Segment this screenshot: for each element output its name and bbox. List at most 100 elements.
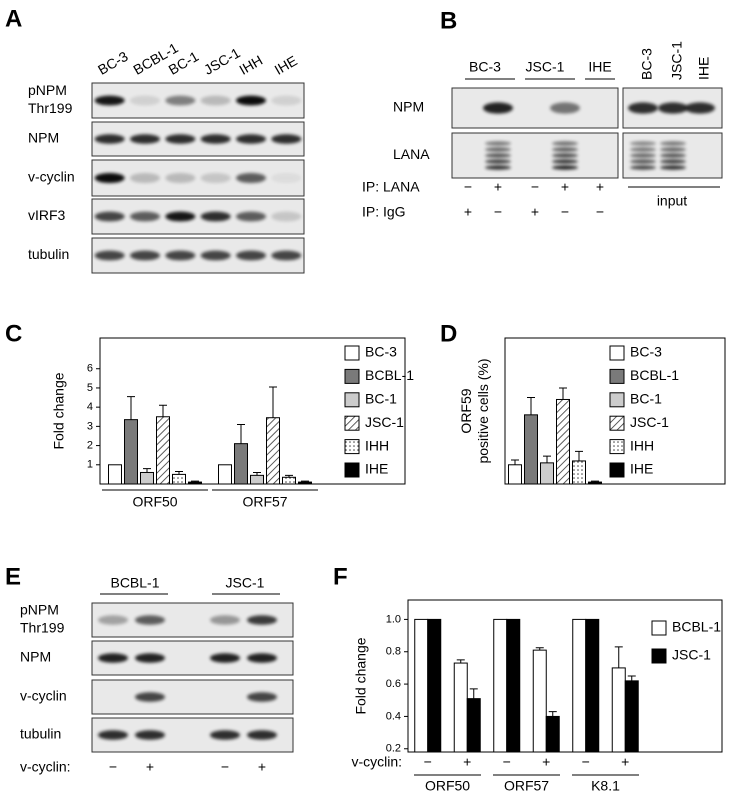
blot-band [236,134,266,144]
error-bar [269,386,277,418]
error-bar [191,480,199,483]
blot-band [271,134,302,144]
blot-band [165,211,196,222]
bar [250,474,264,485]
row-label: tubulin [20,726,61,742]
bar [156,416,170,485]
blot-strip [91,198,305,235]
blot-band [247,615,277,625]
bar [588,481,602,485]
blot-strip [91,121,305,157]
blot-band [660,159,686,164]
sign: − [109,759,117,775]
error-bar [127,396,135,420]
y-axis-label: Fold change [51,372,67,449]
blot-band [130,172,160,184]
legend-swatch [609,415,625,431]
blot-band [200,172,231,184]
legend-label: BC-3 [365,344,397,360]
sign: + [531,204,539,220]
row-label: v-cyclin [28,169,75,185]
x-tick-label: + [621,754,629,770]
panel-letter: B [440,7,457,34]
legend-label: BC-3 [630,344,662,360]
y-tick-label: 6 [87,363,93,375]
bar [453,662,468,753]
legend-swatch [344,392,360,408]
blot-band [135,692,165,702]
blot-band [685,102,715,114]
blot-band [483,102,513,114]
row-label: NPM [393,99,424,115]
blot-band [550,102,580,114]
x-row-label: v-cyclin: [351,754,402,770]
legend-label: IHH [365,437,389,453]
blot-band [630,153,656,158]
legend-swatch [344,462,360,478]
group-label: ORF50 [425,778,470,794]
legend-swatch [651,648,667,664]
blot-band [660,141,686,146]
row-label: IP: LANA [362,179,420,195]
sign: − [596,204,604,220]
row-label: tubulin [28,246,69,262]
error-bar [575,450,583,461]
blot-band [98,653,128,663]
group-label: JSC-1 [226,575,265,591]
blot-band [165,134,196,144]
panel-letter: F [333,563,348,590]
legend-label: IHE [630,461,653,477]
legend-label: JSC-1 [630,414,669,430]
blot-band [94,172,125,184]
blot-band [236,172,266,184]
blot-band [628,102,658,114]
blot-strip [451,87,619,129]
legend-swatch [344,439,360,455]
blot-band [552,153,578,158]
bar [540,462,554,485]
x-tick-label: ORF57 [242,494,287,510]
lane-label: BC-3 [639,48,655,80]
x-tick-label: − [503,754,511,770]
blot-band [135,615,165,625]
group-label: IHE [588,59,611,75]
blot-band [200,134,231,144]
blot-band [271,95,302,106]
blot-band [236,95,266,106]
blot-band [200,95,231,106]
sign: − [464,179,472,195]
error-bar [159,404,167,417]
blot-band [94,134,125,144]
lane-label: JSC-1 [669,41,685,80]
legend-label: BCBL-1 [630,367,679,383]
blot-strip [91,159,305,197]
bar [524,414,538,485]
y-tick-label: 0.4 [386,710,401,722]
panel-letter: E [5,563,21,590]
error-bar [253,471,261,476]
bar [508,464,522,485]
row-label: NPM [20,649,51,665]
legend-label: JSC-1 [365,414,404,430]
group-label: BC-3 [469,59,501,75]
blot-band [247,730,277,740]
bar [188,481,202,485]
legend-label: IHE [365,461,388,477]
sign: − [494,204,502,220]
error-bar [301,480,309,483]
y-tick-label: 4 [87,401,93,413]
blot-band [135,653,165,663]
error-bar [627,675,636,681]
bar [427,618,442,753]
lane-label: JSC-1 [201,44,243,77]
panel-letter: A [5,5,22,32]
blot-band [210,653,240,663]
blot-band [630,147,656,152]
sign: + [146,759,154,775]
blot-band [552,141,578,146]
error-bar [143,468,151,473]
bar [266,417,280,485]
y-tick-label: 1 [87,459,93,471]
sign: + [258,759,266,775]
